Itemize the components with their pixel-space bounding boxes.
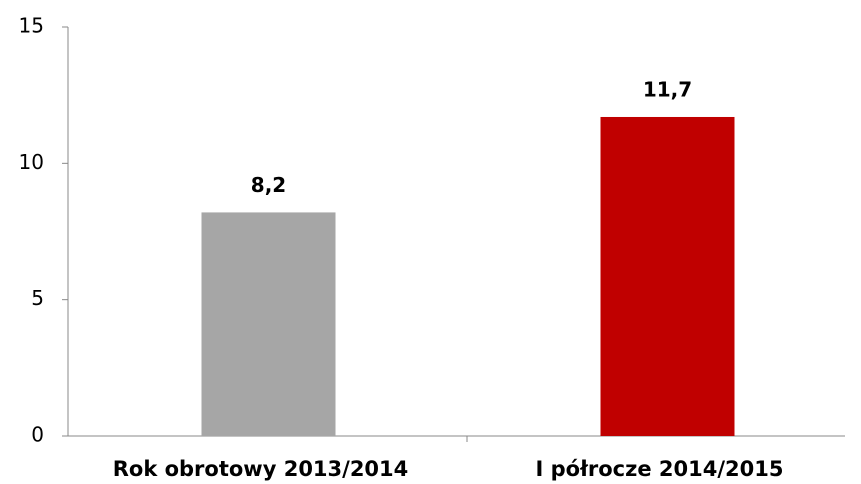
y-tick-label: 15 — [19, 14, 44, 38]
y-tick-label: 10 — [19, 150, 44, 174]
value-label: 11,7 — [643, 77, 692, 101]
value-label: 8,2 — [251, 173, 286, 197]
x-tick-label: Rok obrotowy 2013/2014 — [113, 457, 409, 481]
x-tick-label: I półrocze 2014/2015 — [536, 457, 784, 481]
y-tick-label: 5 — [31, 286, 44, 310]
y-tick-label: 0 — [31, 423, 44, 447]
bar — [201, 212, 336, 436]
bar — [600, 116, 735, 436]
